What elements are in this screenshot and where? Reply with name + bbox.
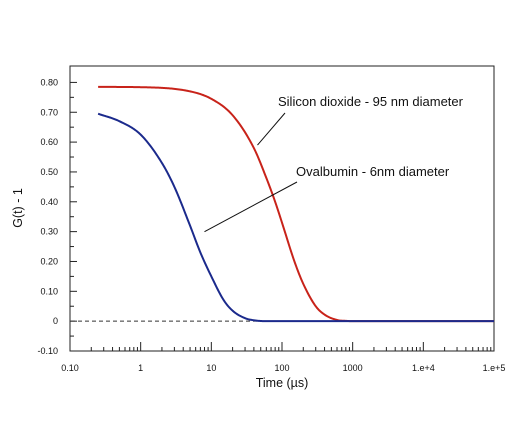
y-axis-title: G(t) - 1 <box>11 188 25 228</box>
series-line-silicon-dioxide <box>98 85 495 323</box>
y-tick-label: 0.30 <box>40 227 58 237</box>
y-tick-label: 0.10 <box>40 286 58 296</box>
x-tick-label: 1000 <box>343 363 363 373</box>
y-tick-label: 0 <box>53 316 58 326</box>
x-axis: 0.10 1 10 100 1000 1.e+4 1.e+5 <box>61 342 505 373</box>
y-tick-label: 0.20 <box>40 256 58 266</box>
y-tick-label: 0.50 <box>40 167 58 177</box>
y-tick-label: 0.40 <box>40 197 58 207</box>
annotation-leader-line <box>204 181 298 233</box>
y-tick-label: 0.70 <box>40 107 58 117</box>
x-tick-label: 100 <box>274 363 289 373</box>
annotation-layer: Silicon dioxide - 95 nm diameter Ovalbumi… <box>204 94 464 233</box>
annotation-label: Ovalbumin - 6nm diameter <box>296 164 450 179</box>
x-axis-title: Time (µs) <box>256 376 309 390</box>
annotation-leader-line <box>257 112 286 146</box>
x-tick-label: 1.e+4 <box>412 363 435 373</box>
x-tick-label: 10 <box>206 363 216 373</box>
annotation-label: Silicon dioxide - 95 nm diameter <box>278 94 464 109</box>
x-tick-label: 1 <box>138 363 143 373</box>
y-axis: 0.80 0.70 0.60 0.50 0.40 0.30 0.20 0.10 0 -0.10 <box>37 77 77 356</box>
x-tick-label: 1.e+5 <box>483 363 506 373</box>
x-tick-label: 0.10 <box>61 363 79 373</box>
y-tick-label: 0.80 <box>40 77 58 87</box>
series-line-ovalbumin <box>97 112 495 323</box>
y-tick-label: -0.10 <box>37 346 58 356</box>
series-layer <box>97 85 495 323</box>
y-tick-label: 0.60 <box>40 137 58 147</box>
